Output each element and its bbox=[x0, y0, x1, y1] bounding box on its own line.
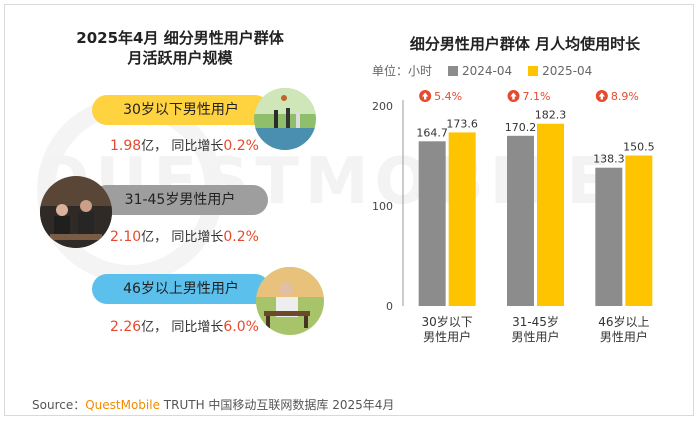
mau-value: 1.98 bbox=[110, 138, 142, 154]
mau-unit: 亿， bbox=[141, 139, 168, 154]
growth-arrow-icon bbox=[510, 92, 517, 100]
growth-arrow-icon bbox=[598, 92, 606, 100]
legend-label-2024: 2024-04 bbox=[462, 63, 513, 78]
segment-stat-over46: 2.26亿， 同比增长6.0% bbox=[110, 316, 259, 335]
mau-value: 2.26 bbox=[110, 319, 142, 335]
legend-label-2025: 2025-04 bbox=[542, 63, 593, 78]
growth-label: 5.4% bbox=[434, 90, 462, 103]
x-tick-label: 男性用户 bbox=[511, 329, 559, 344]
data-label: 182.3 bbox=[535, 109, 567, 122]
y-tick-label: 200 bbox=[372, 100, 393, 113]
growth-label: 同比增长 bbox=[171, 139, 224, 154]
growth-value: 6.0% bbox=[223, 319, 259, 335]
legend-item-2025: 2025-04 bbox=[528, 64, 592, 78]
bar-2025-04 bbox=[625, 155, 653, 306]
bar-2024-04 bbox=[595, 167, 623, 306]
bar-2025-04 bbox=[448, 132, 476, 306]
x-tick-label: 男性用户 bbox=[600, 329, 648, 344]
x-tick-label: 30岁以下 bbox=[422, 314, 473, 329]
source-prefix: Source： bbox=[32, 398, 86, 412]
growth-label: 同比增长 bbox=[171, 230, 224, 245]
source-note: Source：QuestMobile TRUTH 中国移动互联网数据库 2025… bbox=[32, 396, 394, 413]
x-tick-label: 男性用户 bbox=[423, 329, 471, 344]
segment-pill-under30: 30岁以下男性用户 bbox=[92, 95, 270, 125]
mau-value: 2.10 bbox=[110, 229, 142, 245]
growth-label: 8.9% bbox=[611, 90, 639, 103]
segment-pill-31-45: 31-45岁男性用户 bbox=[92, 185, 268, 215]
x-tick-label: 31-45岁 bbox=[512, 314, 559, 329]
data-label: 150.5 bbox=[623, 141, 655, 154]
photo-meeting bbox=[40, 176, 112, 248]
data-label: 138.3 bbox=[593, 153, 625, 166]
bar-2024-04 bbox=[418, 141, 446, 306]
data-label: 164.7 bbox=[416, 126, 448, 139]
left-title-line2: 月活跃用户规模 bbox=[127, 49, 233, 67]
growth-label: 7.1% bbox=[523, 90, 551, 103]
legend-swatch-2025 bbox=[528, 65, 539, 76]
segment-stat-under30: 1.98亿， 同比增长0.2% bbox=[110, 135, 259, 154]
chart-title: 细分男性用户群体 月人均使用时长 bbox=[409, 35, 641, 53]
photo-basketball bbox=[254, 88, 316, 150]
chart-legend: 单位：小时 2024-04 2025-04 bbox=[372, 62, 592, 79]
segment-pill-over46: 46岁以上男性用户 bbox=[92, 274, 270, 304]
legend-swatch-2024 bbox=[448, 65, 459, 76]
legend-item-2024: 2024-04 bbox=[448, 64, 512, 78]
source-rest: TRUTH 中国移动互联网数据库 2025年4月 bbox=[159, 398, 395, 412]
growth-label: 同比增长 bbox=[171, 320, 224, 335]
growth-value: 0.2% bbox=[223, 229, 259, 245]
y-tick-label: 0 bbox=[386, 300, 393, 313]
left-panel-title: 2025年4月 细分男性用户群体 月活跃用户规模 bbox=[60, 28, 300, 68]
segment-stat-31-45: 2.10亿， 同比增长0.2% bbox=[110, 226, 259, 245]
bar-2025-04 bbox=[537, 123, 564, 306]
x-tick-label: 46岁以上 bbox=[598, 314, 649, 329]
bar-2024-04 bbox=[507, 135, 534, 306]
mau-unit: 亿， bbox=[141, 230, 168, 245]
growth-value: 0.2% bbox=[223, 138, 259, 154]
unit-label: 单位：小时 bbox=[372, 64, 433, 78]
data-label: 173.6 bbox=[446, 117, 478, 130]
photo-elderly-man bbox=[256, 267, 324, 335]
mau-unit: 亿， bbox=[141, 320, 168, 335]
growth-arrow-icon bbox=[421, 92, 429, 100]
data-label: 170.2 bbox=[505, 121, 537, 134]
y-tick-label: 100 bbox=[372, 200, 393, 213]
left-title-line1: 2025年4月 细分男性用户群体 bbox=[76, 29, 284, 47]
source-brand: QuestMobile bbox=[85, 398, 160, 412]
